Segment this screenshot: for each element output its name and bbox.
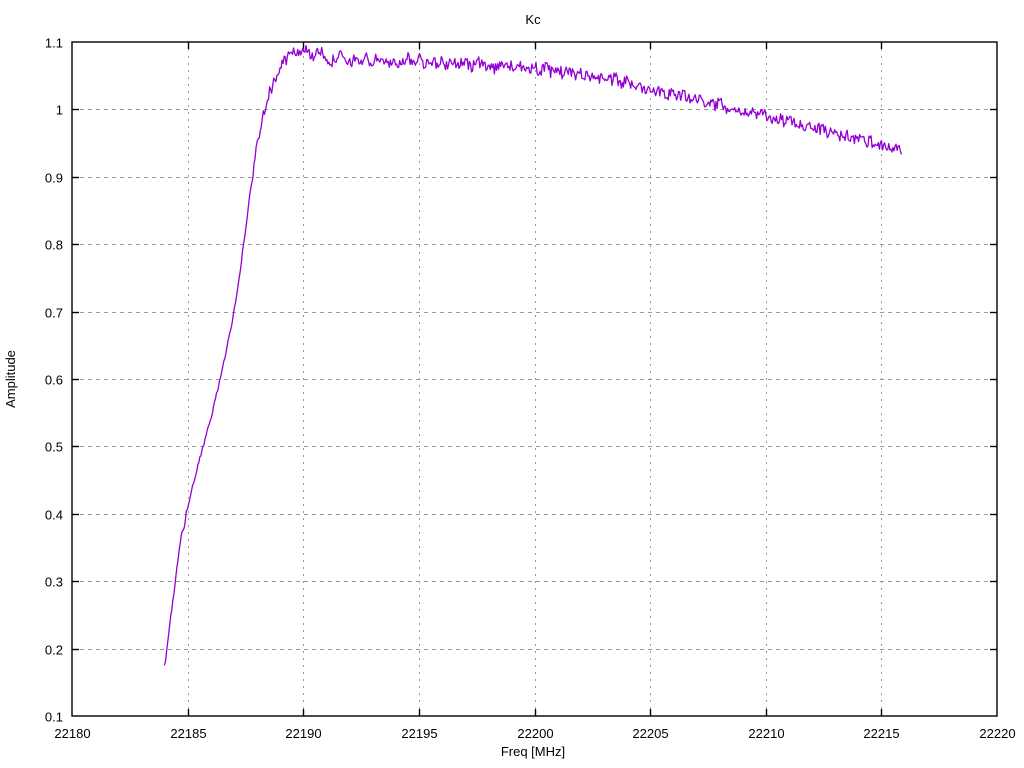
x-tick-label: 22180 [54, 726, 90, 741]
y-axis-label: Amplitude [3, 350, 18, 408]
y-tick-label: 0.8 [45, 238, 63, 253]
y-tick-label: 0.6 [45, 373, 63, 388]
y-tick-label: 0.7 [45, 306, 63, 321]
x-tick-label: 22185 [170, 726, 206, 741]
y-tick-label: 0.3 [45, 575, 63, 590]
y-tick-label: 0.5 [45, 440, 63, 455]
y-tick-label: 0.4 [45, 508, 63, 523]
x-tick-label: 22215 [863, 726, 899, 741]
y-tick-label: 1.1 [45, 36, 63, 51]
plot-area-border [71, 41, 998, 717]
y-tick-label: 1 [56, 103, 63, 118]
x-tick-label: 22220 [979, 726, 1015, 741]
x-tick-label: 22200 [517, 726, 553, 741]
y-tick-label: 0.9 [45, 171, 63, 186]
y-tick-label: 0.1 [45, 710, 63, 725]
chart-title: Kc [525, 12, 541, 27]
vertical-gridlines [188, 42, 882, 716]
y-tick-label: 0.2 [45, 643, 63, 658]
x-tick-label: 22195 [401, 726, 437, 741]
x-axis-label: Freq [MHz] [501, 744, 565, 759]
horizontal-gridlines [72, 109, 997, 650]
y-axis-tick-labels: 0.1 0.2 0.3 0.4 0.5 0.6 0.7 0.8 0.9 1 1.1 [45, 36, 63, 725]
x-tick-label: 22190 [285, 726, 321, 741]
x-tick-label: 22205 [632, 726, 668, 741]
axis-tick-marks [72, 42, 997, 716]
data-series-kc [163, 45, 902, 666]
x-axis-tick-labels: 22180 22185 22190 22195 22200 22205 22210 22215… [54, 726, 1015, 741]
x-tick-label: 22210 [748, 726, 784, 741]
